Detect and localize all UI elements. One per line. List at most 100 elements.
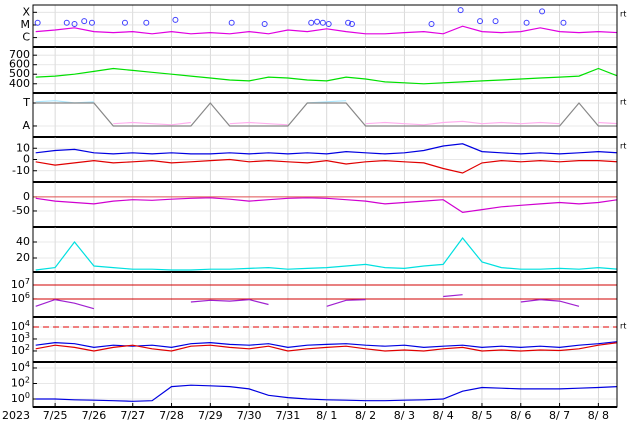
y-tick-label: 107 (11, 276, 30, 291)
panel-frame (32, 316, 618, 363)
x-tick-label: 8/ 1 (316, 409, 337, 422)
flare-marker (325, 20, 332, 27)
x-tick-label: 8/ 3 (394, 409, 415, 422)
tick-base: 10 (11, 361, 25, 374)
flare-marker (560, 19, 567, 26)
tick-exponent: 3 (25, 330, 30, 339)
series-line (113, 120, 617, 126)
tick-base: 10 (11, 376, 25, 389)
series-line (35, 67, 617, 85)
tick-base: M (21, 18, 31, 31)
tick-base: 10 (11, 392, 25, 405)
y-tick-label: T (22, 96, 30, 109)
series-line (35, 384, 617, 402)
y-tick-label: 40 (16, 235, 30, 248)
x-tick-label: 8/ 7 (549, 409, 570, 422)
tick-base: A (22, 119, 30, 132)
series-line (35, 197, 617, 214)
tick-exponent: 7 (25, 276, 30, 285)
tick-base: 10 (11, 344, 25, 357)
y-tick-label: A (22, 119, 30, 132)
panel-frame (32, 226, 618, 273)
x-tick-label: 7/28 (159, 409, 184, 422)
panel-frame (32, 46, 618, 94)
tick-base: 10 (11, 332, 25, 345)
x-tick-label: 7/30 (237, 409, 262, 422)
flare-marker (172, 16, 179, 23)
series-line (35, 102, 617, 127)
series-line (35, 25, 617, 35)
y-tick-label: 700 (9, 48, 30, 61)
year-label: 2023 (2, 409, 30, 422)
x-tick-label: 7/31 (276, 409, 301, 422)
x-tick-label: 8/ 8 (588, 409, 609, 422)
tick-exponent: 6 (25, 290, 30, 299)
tick-exponent: 4 (25, 318, 30, 327)
flare-marker (34, 19, 41, 26)
y-tick-label: M (21, 18, 31, 31)
tick-base: 10 (11, 278, 25, 291)
series-line (35, 341, 617, 349)
series-line (35, 143, 617, 155)
panel-frame (32, 4, 618, 48)
flare-marker (523, 19, 530, 26)
tick-base: 10 (11, 292, 25, 305)
y-tick-label: X (22, 5, 30, 18)
flare-marker (345, 19, 352, 26)
flare-marker (428, 20, 435, 27)
y-tick-label: 106 (11, 290, 30, 305)
x-tick-label: 7/25 (43, 409, 68, 422)
flare-marker (261, 20, 268, 27)
flare-marker (492, 18, 499, 25)
y-tick-label: -50 (12, 204, 30, 217)
y-tick-label: 10 (16, 141, 30, 154)
y-tick-label: 20 (16, 251, 30, 264)
tick-base: C (22, 31, 30, 44)
y-tick-label: 0 (23, 153, 30, 166)
side-label: rt (620, 322, 626, 331)
tick-base: X (22, 5, 30, 18)
y-tick-label: 0 (23, 190, 30, 203)
tick-base: T (22, 96, 30, 109)
side-label: rt (620, 10, 626, 19)
y-tick-label: C (22, 31, 30, 44)
y-tick-label: 600 (9, 58, 30, 71)
flare-marker (143, 19, 150, 26)
y-tick-label: 103 (11, 330, 30, 345)
y-tick-label: 400 (9, 77, 30, 90)
series-line (35, 294, 580, 310)
flare-marker (477, 18, 484, 25)
flare-marker (539, 8, 546, 15)
flare-marker (308, 19, 315, 26)
y-tick-label: 104 (11, 359, 30, 374)
side-label: rt (620, 98, 626, 107)
flare-marker (81, 18, 88, 25)
x-tick-label: 7/26 (82, 409, 107, 422)
x-tick-label: 8/ 5 (471, 409, 492, 422)
flare-marker (319, 19, 326, 26)
panel-frame (32, 271, 618, 318)
flare-marker (88, 19, 95, 26)
flare-marker (228, 19, 235, 26)
series-line (35, 342, 617, 352)
tick-exponent: 2 (25, 375, 30, 384)
flare-marker (71, 20, 78, 27)
flare-marker (63, 19, 70, 26)
tick-exponent: 4 (25, 359, 30, 368)
y-tick-label: 500 (9, 67, 30, 80)
y-tick-label: -10 (12, 164, 30, 177)
panel-frame (32, 92, 618, 138)
flare-marker (314, 18, 321, 25)
x-tick-label: 7/29 (198, 409, 223, 422)
series-line (35, 237, 617, 271)
flare-marker (121, 19, 128, 26)
side-label: rt (620, 142, 626, 151)
y-tick-label: 104 (11, 318, 30, 333)
tick-base: 10 (11, 320, 25, 333)
flare-marker (348, 20, 355, 27)
series-line (35, 158, 617, 174)
y-tick-label: 102 (11, 342, 30, 357)
y-tick-label: 102 (11, 375, 30, 390)
tick-exponent: 0 (25, 391, 30, 400)
